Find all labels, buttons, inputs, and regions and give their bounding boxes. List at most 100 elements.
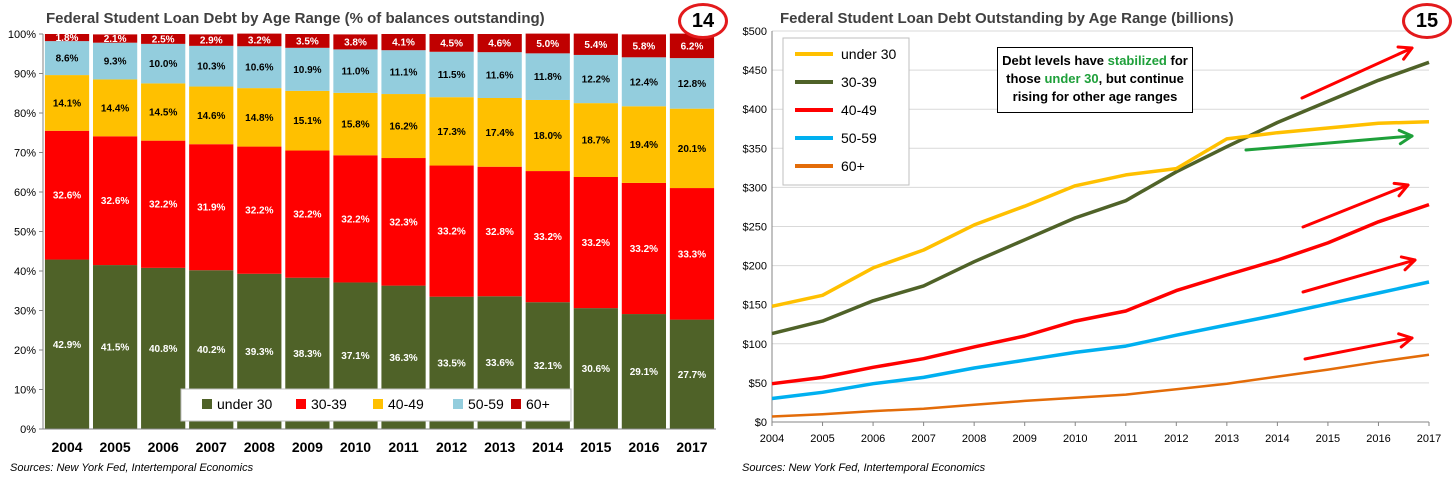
legend-label: 30-39 <box>311 396 347 412</box>
y-tick-label: $200 <box>743 261 767 273</box>
bar-segment <box>237 33 282 47</box>
x-tick-label: 2012 <box>1164 433 1188 445</box>
y-tick-label: 100% <box>8 29 36 41</box>
annotation-box: Debt levels have stabilized for those un… <box>997 47 1193 113</box>
y-tick-label: $450 <box>743 65 767 77</box>
arrow-shaft <box>1300 46 1414 100</box>
x-tick-label: 2005 <box>810 433 834 445</box>
bar-segment <box>669 319 715 429</box>
bar-segment <box>189 86 234 145</box>
bar-segment <box>429 97 474 166</box>
y-tick-label: $400 <box>743 104 767 116</box>
bar-segment <box>429 51 474 98</box>
data-label: 11.0% <box>342 67 370 78</box>
data-label: 5.4% <box>584 40 607 51</box>
data-label: 32.2% <box>341 214 369 225</box>
bar-segment <box>573 33 618 55</box>
y-tick-label: 80% <box>14 108 36 120</box>
bar-segment <box>429 34 474 52</box>
data-label: 19.4% <box>630 140 658 151</box>
x-tick-label: 2009 <box>292 439 323 455</box>
bar-segment <box>381 158 426 286</box>
arrow-shaft <box>1303 336 1414 361</box>
data-label: 3.2% <box>248 35 271 46</box>
bar-segment <box>621 106 667 183</box>
bar-segment <box>573 176 618 309</box>
bar-segment <box>477 52 522 98</box>
bar-segment <box>333 49 378 93</box>
bar-segment <box>669 108 715 189</box>
legend-label: 50-59 <box>468 396 504 412</box>
x-tick-label: 2010 <box>340 439 371 455</box>
data-label: 6.2% <box>681 41 704 52</box>
stacked-bar-chart-panel: 0% 10% 20% 30% 40% 50% 60% 70% 80% 90% 100% 42.9% 32… <box>8 3 728 474</box>
x-tick-label: 2017 <box>1417 433 1441 445</box>
data-label: 27.7% <box>678 370 706 381</box>
data-label: 33.6% <box>485 358 513 369</box>
data-label: 10.0% <box>149 59 177 70</box>
bar-segment <box>573 103 618 177</box>
y-tick-label: $350 <box>743 143 767 155</box>
legend-swatch <box>453 399 463 409</box>
bar-segment <box>141 43 186 84</box>
y-tick-label: 60% <box>14 187 36 199</box>
arrow-head <box>1399 255 1417 272</box>
data-label: 4.5% <box>440 38 463 49</box>
x-tick-label: 2011 <box>388 439 419 455</box>
y-tick-label: 0% <box>20 424 36 436</box>
data-label: 33.5% <box>437 358 465 369</box>
bar-segment <box>621 34 667 58</box>
data-label: 33.2% <box>437 227 465 238</box>
data-label: 14.5% <box>149 108 177 119</box>
data-label: 4.1% <box>392 38 415 49</box>
data-label: 10.9% <box>293 65 321 76</box>
legend-label: 60+ <box>841 158 865 174</box>
y-tick-label: $50 <box>749 378 767 390</box>
data-label: 10.6% <box>245 63 273 74</box>
y-tick-label: 30% <box>14 306 36 318</box>
bar-segment <box>189 34 234 46</box>
bar-segment <box>381 34 426 51</box>
bar-segment <box>381 50 426 95</box>
bar-segment <box>621 182 667 315</box>
x-tick-label: 2007 <box>911 433 935 445</box>
x-tick-label: 2013 <box>484 439 515 455</box>
data-label: 33.2% <box>582 238 610 249</box>
bar-segment <box>621 57 667 107</box>
data-label: 18.7% <box>582 136 610 147</box>
bar-segment <box>92 42 138 80</box>
bar-segment <box>141 83 186 141</box>
data-label: 11.8% <box>534 72 562 83</box>
stable-arrow-under-30 <box>1244 128 1414 152</box>
line-chart: $0 $50 $100 $150 $200 $250 $300 $350 $400 $450 $50… <box>743 26 1442 445</box>
arrow-shaft <box>1301 183 1410 229</box>
legend-label: 50-59 <box>841 130 877 146</box>
legend-swatch <box>511 399 521 409</box>
bar-segment <box>477 166 522 297</box>
annotation-text: for those <box>1006 53 1188 86</box>
bar-segment <box>92 34 138 43</box>
line-chart-panel: $0 $50 $100 $150 $200 $250 $300 $350 $400 $450 $50… <box>734 0 1456 481</box>
data-label: 3.8% <box>344 37 367 48</box>
data-label: 40.2% <box>197 345 225 356</box>
data-label: 18.0% <box>534 131 562 142</box>
data-label: 32.2% <box>245 206 273 217</box>
arrow-head <box>1396 45 1414 61</box>
bar-segment <box>237 88 282 147</box>
x-tick-label: 2007 <box>196 439 227 455</box>
bar-segment <box>92 265 138 429</box>
bar-segment <box>429 165 474 297</box>
bar-segment <box>44 75 90 131</box>
data-label: 32.8% <box>485 227 513 238</box>
rising-arrow-40-49 <box>1301 181 1410 229</box>
y-tick-label: $500 <box>743 26 767 38</box>
bar-segment <box>44 34 90 42</box>
x-tick-label: 2013 <box>1215 433 1239 445</box>
x-tick-label: 2008 <box>244 439 275 455</box>
data-label: 33.2% <box>630 244 658 255</box>
data-label: 32.6% <box>53 191 81 202</box>
annotation-highlight: stabilized <box>1107 53 1167 68</box>
data-label: 36.3% <box>389 353 417 364</box>
bar-segment <box>669 58 715 109</box>
data-label: 30.6% <box>582 364 610 375</box>
